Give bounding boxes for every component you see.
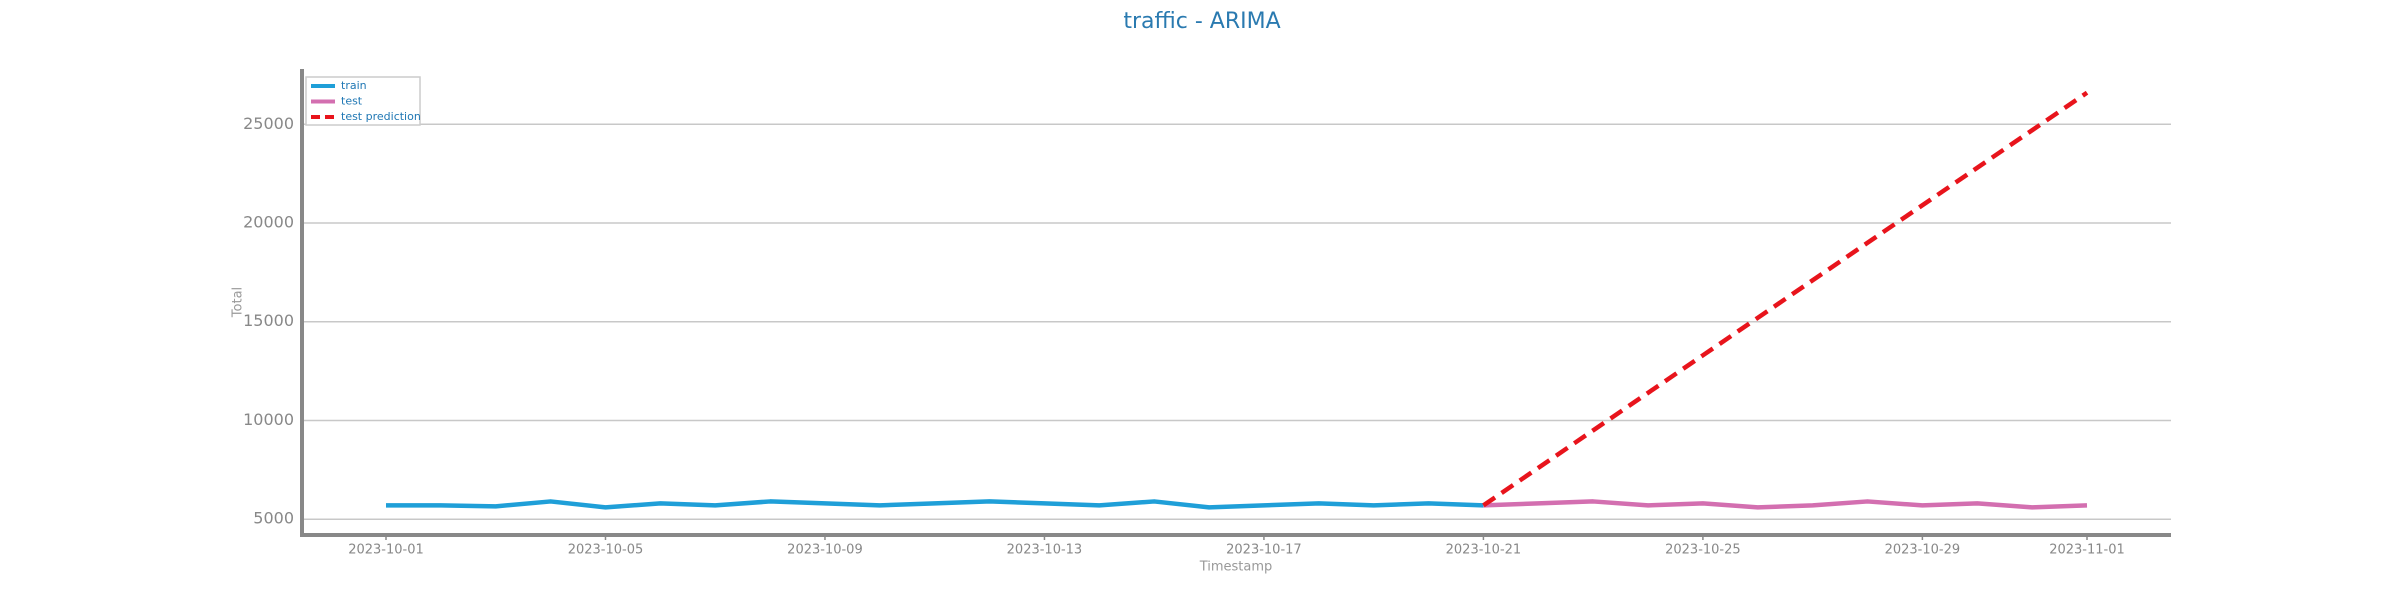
x-axis-label: Timestamp bbox=[1199, 560, 1273, 575]
series-line bbox=[1482, 90, 2089, 508]
x-tick-label: 2023-11-01 bbox=[2049, 543, 2125, 558]
x-tick-label: 2023-10-09 bbox=[787, 543, 863, 558]
x-tick-label: 2023-10-01 bbox=[348, 543, 424, 558]
y-tick-label: 10000 bbox=[243, 410, 294, 429]
x-tick-label: 2023-10-13 bbox=[1007, 543, 1083, 558]
y-tick-label: 15000 bbox=[243, 311, 294, 330]
series-line bbox=[386, 499, 1484, 510]
series-line bbox=[1483, 499, 2088, 510]
y-tick-label: 20000 bbox=[243, 213, 294, 232]
chart-title: traffic - ARIMA bbox=[1123, 9, 1280, 34]
x-tick-label: 2023-10-21 bbox=[1446, 543, 1522, 558]
legend-label: test prediction bbox=[341, 110, 421, 123]
legend-label: train bbox=[341, 79, 367, 92]
x-tick-label: 2023-10-05 bbox=[568, 543, 644, 558]
y-tick-label: 5000 bbox=[253, 509, 294, 528]
legend-label: test bbox=[341, 95, 363, 108]
x-tick-label: 2023-10-17 bbox=[1226, 543, 1302, 558]
y-tick-label: 25000 bbox=[243, 114, 294, 133]
x-tick-label: 2023-10-25 bbox=[1665, 543, 1741, 558]
x-tick-label: 2023-10-29 bbox=[1885, 543, 1961, 558]
y-axis-label: Total bbox=[231, 287, 246, 318]
